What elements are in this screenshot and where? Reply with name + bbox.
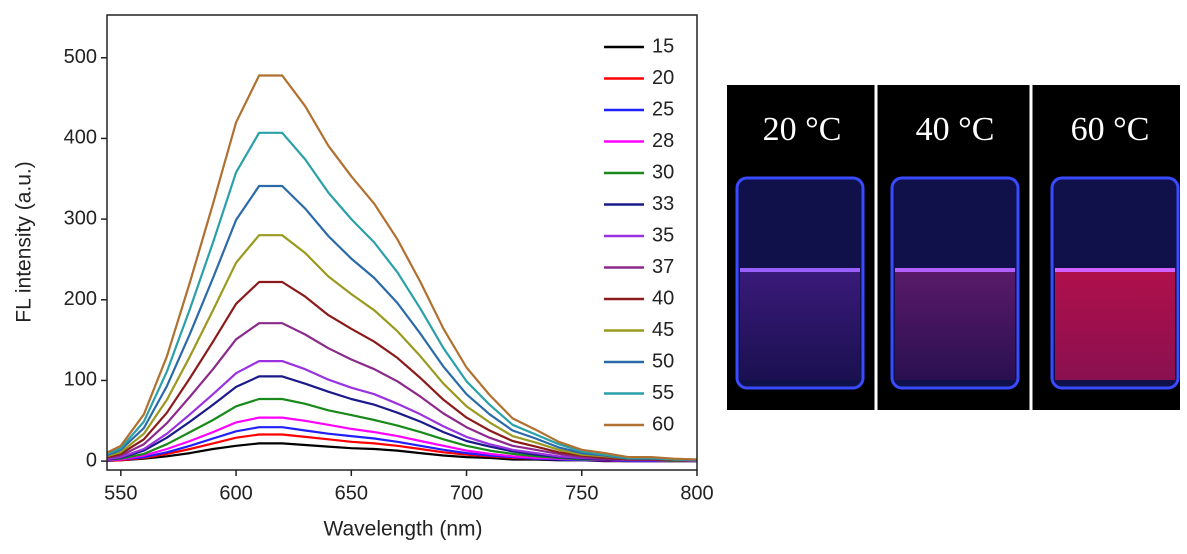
vial [890,176,1020,390]
y-tick-label: 500 [64,46,97,68]
legend-label: 15 [652,35,674,57]
legend-label: 55 [652,382,674,404]
x-tick-label: 550 [104,482,137,504]
x-tick-label: 600 [219,482,252,504]
y-axis-title: FL intensity (a.u.) [13,161,36,322]
vial [1050,176,1180,390]
series-line [107,131,697,461]
photo-label: 40 °C [916,111,995,148]
series-line [107,322,697,462]
y-tick-label: 100 [64,369,97,391]
legend-label: 20 [652,67,674,89]
x-tick-label: 650 [335,482,368,504]
photo-label: 20 °C [763,111,842,148]
x-tick-label: 800 [680,482,713,504]
legend-label: 50 [652,350,674,372]
legend-label: 60 [652,413,674,435]
y-tick-label: 300 [64,207,97,229]
photo: 20 °C 40 °C 60 °C [727,85,1180,410]
vial [735,176,865,390]
series-line [107,74,697,461]
x-axis-title: Wavelength (nm) [323,518,482,541]
legend-label: 45 [652,319,674,341]
legend-label: 40 [652,287,674,309]
legend-label: 30 [652,161,674,183]
y-tick-label: 200 [64,288,97,310]
legend-label: 37 [652,256,674,278]
series-line [107,280,697,462]
legend-label: 25 [652,98,674,120]
plot-frame [106,14,698,471]
series-line [107,184,697,462]
x-tick-label: 750 [565,482,598,504]
legend-label: 28 [652,130,674,152]
series-line [107,397,697,463]
x-tick-label: 700 [450,482,483,504]
legend-label: 35 [652,224,674,246]
photo-label: 60 °C [1071,111,1150,148]
legend-label: 33 [652,193,674,215]
y-tick-label: 400 [64,127,97,149]
y-tick-label: 0 [86,449,97,471]
